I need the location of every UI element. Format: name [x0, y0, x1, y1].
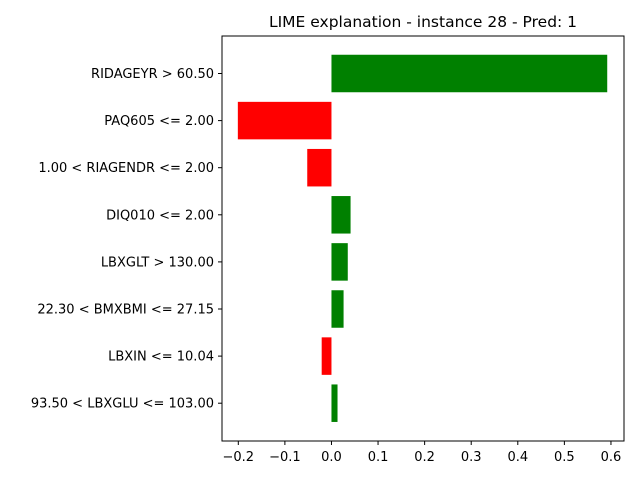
- y-tick-label-2: 1.00 < RIAGENDR <= 2.00: [38, 161, 214, 176]
- x-tick-label-1: −0.1: [269, 450, 301, 465]
- bar-0: [331, 54, 608, 93]
- x-tick-label-2: 0.0: [321, 450, 342, 465]
- bar-5: [331, 290, 344, 328]
- y-axis-ticks: RIDAGEYR > 60.50 PAQ605 <= 2.00 1.00 < RIA…: [31, 67, 222, 412]
- x-tick-label-3: 0.1: [368, 450, 389, 465]
- y-tick-label-7: 93.50 < LBXGLU <= 103.00: [31, 397, 214, 412]
- y-tick-label-3: DIQ010 <= 2.00: [106, 208, 214, 223]
- y-tick-label-4: LBXGLT > 130.00: [101, 255, 214, 270]
- x-tick-label-7: 0.5: [554, 450, 575, 465]
- bar-6: [321, 337, 332, 375]
- chart-title: LIME explanation - instance 28 - Pred: 1: [269, 13, 577, 31]
- y-tick-label-6: LBXIN <= 10.04: [108, 350, 214, 365]
- bar-1: [237, 101, 332, 140]
- bar-2: [307, 148, 332, 187]
- bar-7: [331, 384, 338, 422]
- x-axis-ticks: −0.2 −0.1 0.0 0.1 0.2 0.3 0.4 0.5 0.6: [223, 441, 622, 465]
- x-tick-label-4: 0.2: [414, 450, 435, 465]
- bar-4: [331, 243, 348, 281]
- x-tick-label-6: 0.4: [507, 450, 528, 465]
- bar-3: [331, 196, 351, 234]
- x-tick-label-5: 0.3: [461, 450, 482, 465]
- y-tick-label-5: 22.30 < BMXBMI <= 27.15: [37, 303, 214, 318]
- bars-group: [237, 54, 608, 422]
- y-tick-label-0: RIDAGEYR > 60.50: [91, 67, 214, 82]
- plot-frame: [221, 35, 625, 442]
- y-tick-label-1: PAQ605 <= 2.00: [104, 114, 214, 129]
- x-tick-label-8: 0.6: [601, 450, 622, 465]
- x-tick-label-0: −0.2: [223, 450, 255, 465]
